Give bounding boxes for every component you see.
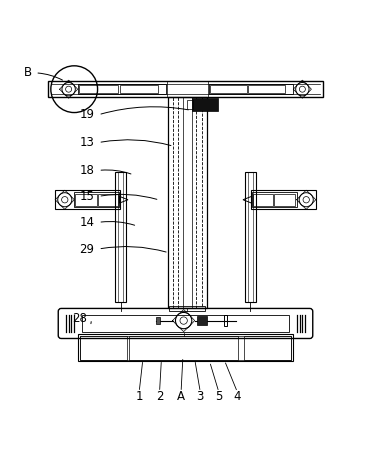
Bar [274,194,295,205]
Bar [82,315,289,332]
Bar [79,85,118,93]
Bar [156,317,160,324]
Bar [129,335,238,360]
Bar [75,194,97,205]
Text: 29: 29 [80,242,95,255]
Bar [247,85,285,93]
Bar [187,100,193,109]
Text: 15: 15 [80,190,95,203]
Bar [115,172,126,302]
Bar [197,316,207,325]
Bar [55,190,120,209]
Bar [48,81,323,97]
Text: 1: 1 [135,390,143,403]
Bar [210,85,247,93]
Text: 4: 4 [234,390,241,403]
Text: 2: 2 [156,390,163,403]
Bar [168,97,207,308]
Text: A: A [177,390,185,403]
Text: 13: 13 [80,136,95,149]
Text: 19: 19 [80,108,95,121]
Bar [178,97,197,308]
Bar [253,194,273,205]
Bar [169,306,206,311]
Bar [74,192,119,207]
Text: 3: 3 [197,390,204,403]
Text: 28: 28 [72,312,87,325]
Text: 18: 18 [80,164,95,177]
Bar [209,84,293,94]
Bar [98,194,118,205]
Bar [80,335,127,360]
Text: 5: 5 [215,390,223,403]
Bar [80,335,291,360]
Text: B: B [23,66,32,79]
Bar [251,190,316,209]
Bar [244,335,291,360]
Bar [78,84,166,94]
Bar [245,172,256,302]
Bar [224,315,227,326]
Bar [192,98,218,111]
Bar [78,333,293,361]
Bar [173,97,202,308]
Text: 14: 14 [80,216,95,229]
Bar [252,192,297,207]
Bar [119,85,158,93]
